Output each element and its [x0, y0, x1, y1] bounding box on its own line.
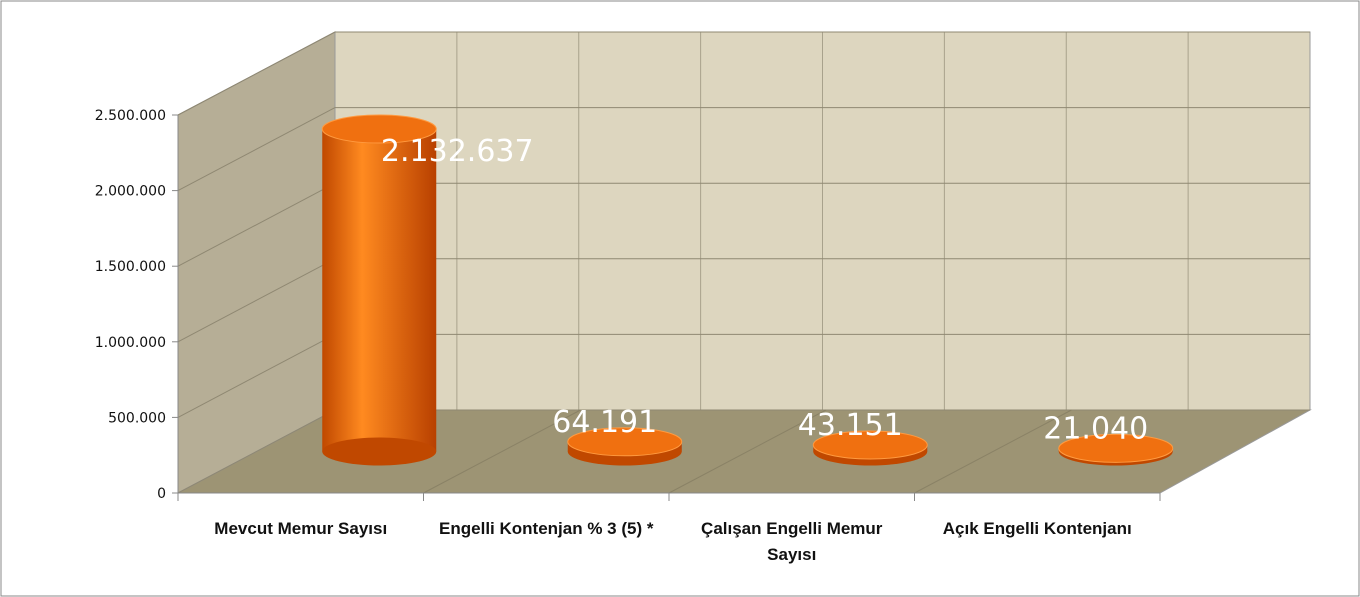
bar-top: [1058, 433, 1174, 463]
y-tick-label: 2.000.000: [95, 184, 166, 200]
floor-line: [668, 409, 827, 494]
grid-line: [177, 409, 336, 494]
grid-line: [177, 333, 336, 418]
x-tick-label: Açık Engelli Kontenjanı: [942, 519, 1132, 538]
floor-line: [914, 409, 1072, 494]
grid-line: [177, 258, 336, 343]
bar: [322, 129, 437, 452]
value-label: 64.191: [552, 405, 657, 440]
y-tick-label: 500.000: [108, 410, 166, 426]
x-tick-label: Çalışan Engelli Memur Sayısı: [701, 519, 883, 564]
bar-top: [567, 427, 683, 457]
y-tick-label: 2.500.000: [95, 108, 166, 124]
y-tick-label: 1.500.000: [95, 259, 166, 275]
floor-line: [423, 409, 581, 494]
grid-line: [177, 107, 336, 192]
value-label: 2.132.637: [381, 134, 534, 169]
y-tick-label: 1.000.000: [95, 335, 166, 351]
value-label: 21.040: [1043, 411, 1148, 446]
y-tick-label: 0: [157, 486, 166, 502]
x-tick-label: Mevcut Memur Sayısı: [214, 519, 388, 538]
bar-top: [321, 114, 437, 144]
value-label: 43.151: [798, 408, 903, 443]
grid-line: [177, 31, 336, 116]
grid-line: [177, 182, 336, 267]
bar-base: [322, 437, 437, 466]
bar-top: [812, 430, 928, 460]
x-tick-label: Engelli Kontenjan % 3 (5) *: [439, 519, 654, 538]
